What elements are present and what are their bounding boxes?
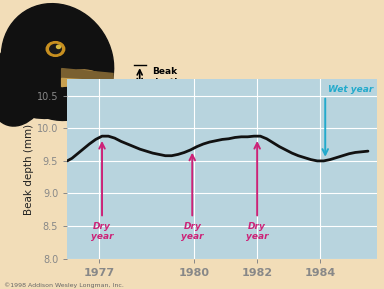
Text: Dry
year: Dry year [91, 221, 113, 241]
Ellipse shape [2, 4, 114, 121]
Y-axis label: Beak depth (mm): Beak depth (mm) [24, 123, 34, 215]
Circle shape [46, 42, 65, 56]
Ellipse shape [8, 15, 74, 67]
Circle shape [56, 45, 61, 49]
Text: Wet year: Wet year [328, 85, 374, 94]
Ellipse shape [4, 61, 86, 118]
Ellipse shape [68, 70, 104, 87]
Text: Dry
year: Dry year [181, 221, 204, 241]
Text: ©1998 Addison Wesley Longman, Inc.: ©1998 Addison Wesley Longman, Inc. [4, 282, 124, 288]
Circle shape [50, 45, 61, 53]
Text: Beak
depth: Beak depth [152, 67, 182, 87]
Polygon shape [61, 78, 113, 86]
Text: Dry
year: Dry year [246, 221, 268, 241]
Polygon shape [61, 68, 113, 86]
Ellipse shape [0, 37, 53, 126]
Text: Medium
ground
finch: Medium ground finch [119, 112, 160, 143]
